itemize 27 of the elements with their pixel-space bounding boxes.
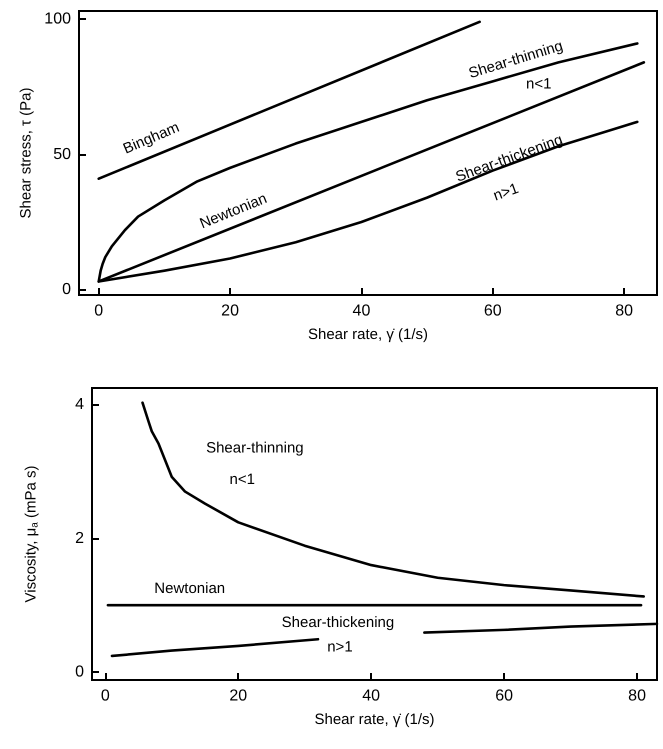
x-tick-label: 0 [94,302,104,320]
y-tick-label: 2 [75,530,84,547]
x-tick-label: 0 [100,688,110,704]
y-axis-title: Shear stress, τ (Pa) [17,88,34,218]
x-tick-label: 40 [352,302,370,320]
annotation: n>1 [491,180,521,205]
x-tick-label: 20 [221,302,240,320]
x-tick-label: 60 [495,688,514,704]
y-tick-label: 0 [62,281,72,298]
annotation: Shear-thickening [282,614,394,632]
x-axis-title: Shear rate, γ̇ (1/s) [308,326,428,343]
annotation: n<1 [526,76,552,93]
annotation: Newtonian [154,580,226,597]
annotation: n>1 [327,638,353,656]
x-tick-label: 40 [362,688,380,704]
y-tick-label: 4 [75,396,84,414]
x-tick-label: 20 [229,688,248,704]
y-axis-title: Viscosity, μa (mPa s) [22,465,40,603]
y-tick-label: 0 [75,663,84,680]
x-tick-label: 80 [628,688,646,704]
annotation: n<1 [229,471,255,488]
y-tick-label: 100 [44,10,72,28]
annotation: Shear-thinning [206,440,304,457]
x-tick-label: 80 [615,302,634,320]
x-tick-label: 60 [484,302,502,320]
y-tick-label: 50 [53,146,72,163]
x-axis-title: Shear rate, γ̇ (1/s) [314,711,435,728]
